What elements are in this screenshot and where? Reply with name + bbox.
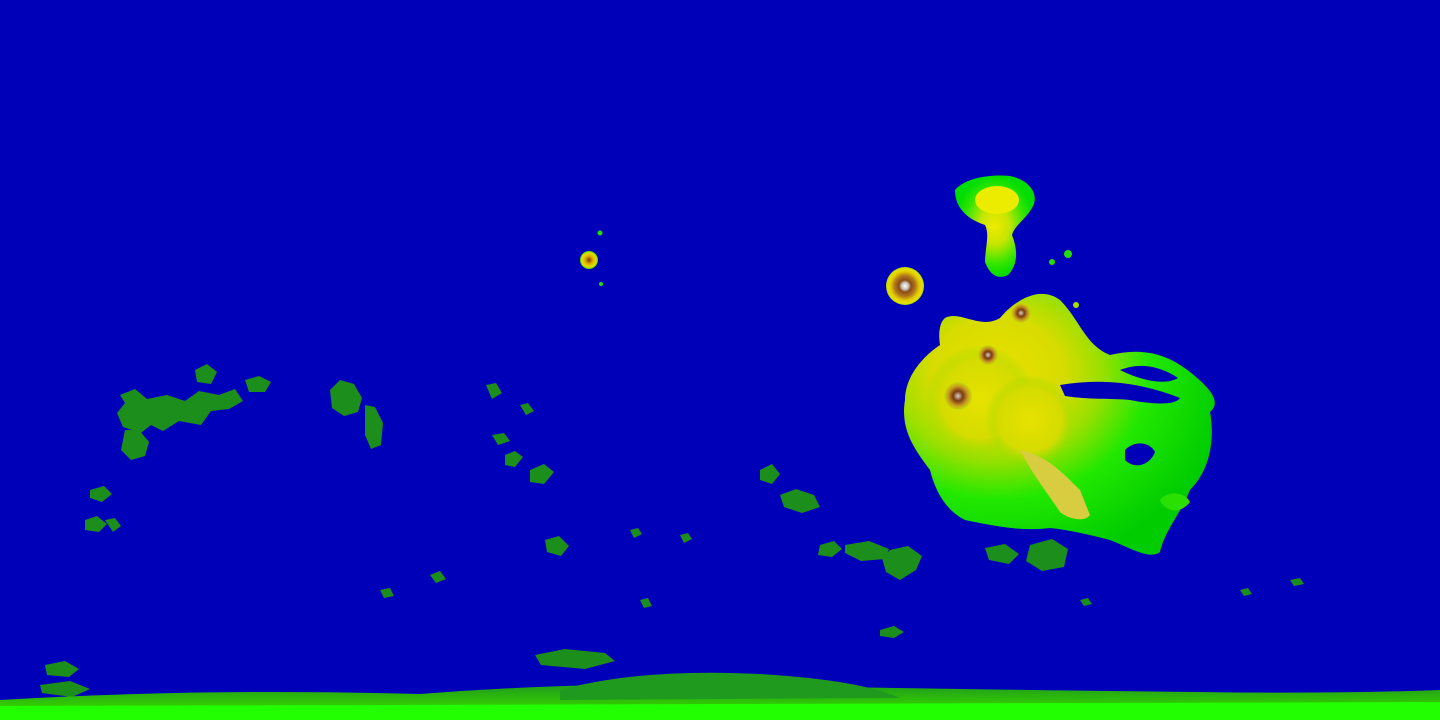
southern-highland-band	[0, 672, 1440, 720]
small-volcano-dot	[597, 230, 603, 236]
scattered-patches	[40, 364, 1304, 697]
upland-volcanoes	[944, 303, 1031, 410]
small-volcano-dot	[599, 282, 603, 286]
small-volcano	[580, 251, 598, 269]
northern-highland	[955, 175, 1079, 308]
isolated-volcano	[886, 267, 924, 305]
